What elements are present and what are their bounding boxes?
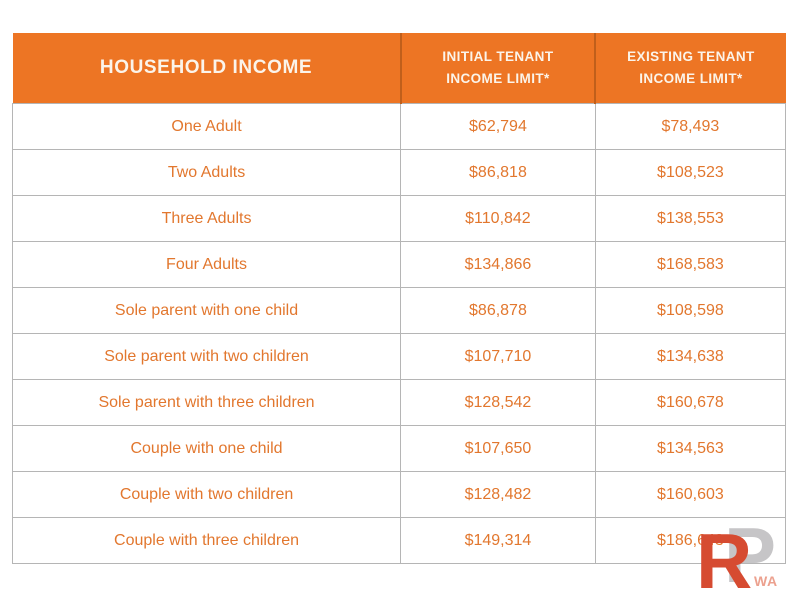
header-existing-tenant-limit: EXISTING TENANT INCOME LIMIT* [594, 33, 786, 104]
household-type-cell: One Adult [11, 103, 402, 150]
household-type-cell: Three Adults [11, 195, 402, 242]
initial-limit-cell: $134,866 [400, 241, 596, 288]
initial-limit-cell: $110,842 [400, 195, 596, 242]
household-income-table: HOUSEHOLD INCOME INITIAL TENANT INCOME L… [11, 33, 787, 564]
existing-limit-cell: $78,493 [594, 103, 787, 150]
table-row: One Adult $62,794 $78,493 [11, 103, 787, 150]
household-type-cell: Sole parent with three children [11, 379, 402, 426]
existing-limit-cell: $134,638 [594, 333, 787, 380]
existing-limit-cell: $160,678 [594, 379, 787, 426]
existing-limit-cell: $160,603 [594, 471, 787, 518]
initial-limit-cell: $86,818 [400, 149, 596, 196]
household-type-cell: Two Adults [11, 149, 402, 196]
household-type-cell: Sole parent with one child [11, 287, 402, 334]
existing-limit-cell: $134,563 [594, 425, 787, 472]
household-type-cell: Couple with one child [11, 425, 402, 472]
existing-limit-cell: $108,598 [594, 287, 787, 334]
household-type-cell: Couple with three children [11, 517, 402, 564]
logo-letter-p: P [724, 511, 777, 599]
table-row: Couple with three children $149,314 $186… [11, 517, 787, 564]
rpwa-logo: P R WA [696, 516, 792, 600]
table-body: One Adult $62,794 $78,493 Two Adults $86… [11, 103, 787, 564]
initial-limit-cell: $128,482 [400, 471, 596, 518]
header-household-income: HOUSEHOLD INCOME [12, 33, 401, 104]
existing-limit-cell: $108,523 [594, 149, 787, 196]
initial-limit-cell: $107,710 [400, 333, 596, 380]
household-type-cell: Sole parent with two children [11, 333, 402, 380]
initial-limit-cell: $86,878 [400, 287, 596, 334]
logo-sub-wa: WA [754, 573, 778, 589]
table-header: HOUSEHOLD INCOME INITIAL TENANT INCOME L… [12, 33, 786, 104]
table-row: Sole parent with one child $86,878 $108,… [11, 287, 787, 334]
table-row: Couple with one child $107,650 $134,563 [11, 425, 787, 472]
initial-limit-cell: $107,650 [400, 425, 596, 472]
household-type-cell: Four Adults [11, 241, 402, 288]
table-row: Two Adults $86,818 $108,523 [11, 149, 787, 196]
initial-limit-cell: $128,542 [400, 379, 596, 426]
table-row: Couple with two children $128,482 $160,6… [11, 471, 787, 518]
existing-limit-cell: $186,643 [594, 517, 787, 564]
existing-limit-cell: $168,583 [594, 241, 787, 288]
household-type-cell: Couple with two children [11, 471, 402, 518]
logo-letter-r: R [696, 517, 753, 600]
table-row: Sole parent with two children $107,710 $… [11, 333, 787, 380]
table-row: Four Adults $134,866 $168,583 [11, 241, 787, 288]
header-initial-tenant-limit: INITIAL TENANT INCOME LIMIT* [399, 33, 596, 104]
table-row: Three Adults $110,842 $138,553 [11, 195, 787, 242]
table-row: Sole parent with three children $128,542… [11, 379, 787, 426]
initial-limit-cell: $62,794 [400, 103, 596, 150]
header-row: HOUSEHOLD INCOME INITIAL TENANT INCOME L… [12, 33, 786, 104]
existing-limit-cell: $138,553 [594, 195, 787, 242]
initial-limit-cell: $149,314 [400, 517, 596, 564]
